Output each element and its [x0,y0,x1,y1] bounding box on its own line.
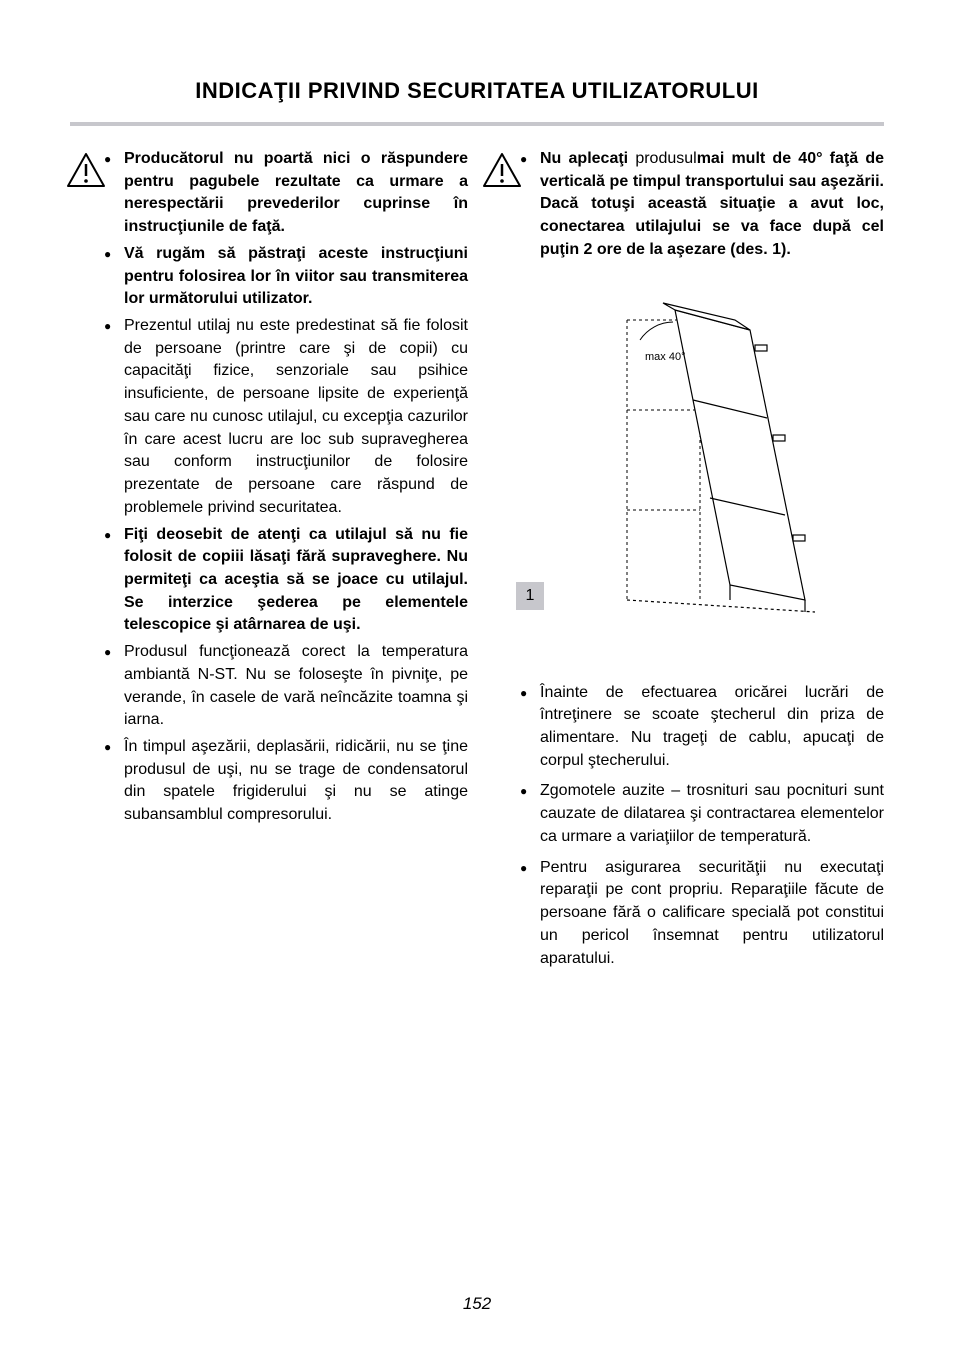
list-item: În timpul aşezării, deplasării, ridicări… [124,736,468,827]
bold-span: Nu aplecaţi [540,150,635,167]
list-item: Nu aplecaţi produsulmai mult de 40° faţă… [540,148,884,262]
list-item: Prezentul utilaj nu este predestinat să … [124,315,468,519]
warning-icon [66,152,106,188]
list-item: Înainte de efectuarea oricărei lucrări d… [540,682,884,773]
angle-label: max 40° [645,351,685,363]
left-bullet-list: Producătorul nu poartă nici o răspundere… [70,148,468,827]
list-item: Fiţi deosebit de atenţi ca utilajul să n… [124,524,468,638]
section-divider [70,122,884,126]
right-bottom-bullet-list: Înainte de efectuarea oricărei lucrări d… [486,682,884,971]
list-item: Vă rugăm să păstraţi aceste instrucţiuni… [124,243,468,311]
figure-1: max 40° 1 [486,300,884,650]
page-number: 152 [0,1294,954,1314]
content-columns: Producătorul nu poartă nici o răspundere… [70,148,884,978]
list-item: Producătorul nu poartă nici o răspundere… [124,148,468,239]
left-column: Producătorul nu poartă nici o răspundere… [70,148,468,978]
warning-icon [482,152,522,188]
list-item: Produsul funcţionează corect la temperat… [124,641,468,732]
figure-number-badge: 1 [516,582,544,610]
right-top-bullet: Nu aplecaţi produsulmai mult de 40° faţă… [486,148,884,262]
fridge-tilt-diagram: max 40° [545,300,825,630]
list-item: Pentru asigurarea securităţii nu executa… [540,857,884,971]
plain-span: produsul [635,150,696,167]
list-item: Zgomotele auzite – trosnituri sau pocnit… [540,780,884,848]
right-column: Nu aplecaţi produsulmai mult de 40° faţă… [486,148,884,978]
page-title: INDICAŢII PRIVIND SECURITATEA UTILIZATOR… [70,78,884,104]
